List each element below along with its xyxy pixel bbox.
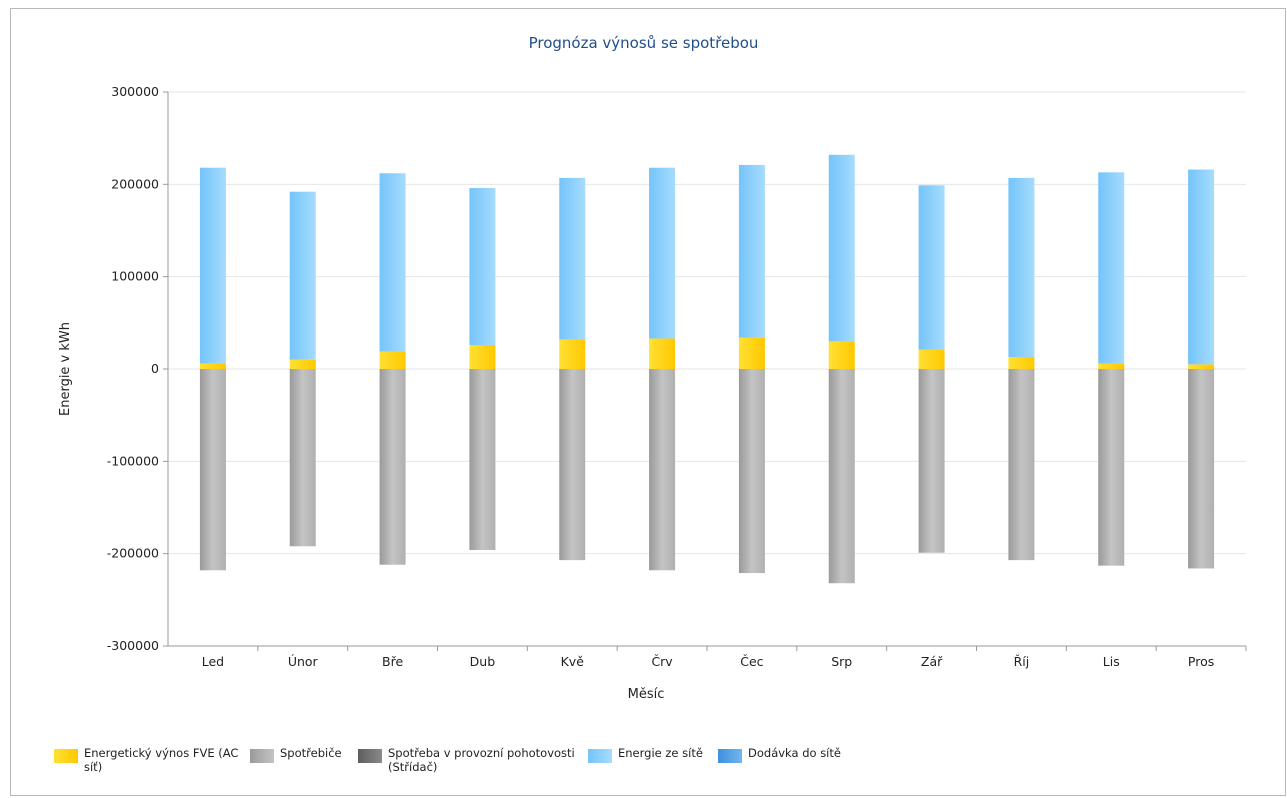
bar-segment[interactable] <box>918 369 945 553</box>
y-tick-label: 0 <box>151 361 159 376</box>
legend-label: Energie ze sítě <box>618 746 703 760</box>
y-tick-label: -200000 <box>107 546 159 561</box>
legend-item-pv-yield[interactable]: Energetický výnos FVE (AC síť) <box>54 746 239 774</box>
x-tick-label: Kvě <box>561 654 585 669</box>
y-tick-label: -100000 <box>107 453 159 468</box>
bar-segment[interactable] <box>199 167 226 364</box>
y-tick-label: 100000 <box>111 269 159 284</box>
bar-segment[interactable] <box>469 369 496 550</box>
bar-segment[interactable] <box>828 369 855 584</box>
x-tick-labels: Led Únor Bře Dub Kvě Črv Čec Srp Zář Říj Lis Pros <box>202 646 1247 669</box>
bar-segment[interactable] <box>1188 364 1215 369</box>
bar-segment[interactable] <box>1098 369 1125 566</box>
bar-segment[interactable] <box>1098 363 1125 369</box>
legend-label: Spotřebiče <box>280 746 342 760</box>
x-tick-label: Dub <box>470 654 496 669</box>
x-tick-label: Zář <box>921 654 943 669</box>
chart-title: Prognóza výnosů se spotřebou <box>528 34 759 52</box>
legend-swatch <box>250 749 274 763</box>
bar-segment[interactable] <box>649 338 676 369</box>
bar-segment[interactable] <box>1188 169 1215 365</box>
x-tick-label: Lis <box>1103 654 1120 669</box>
bar-segment[interactable] <box>469 188 496 345</box>
bar-segment[interactable] <box>289 191 316 360</box>
bar-segment[interactable] <box>289 369 316 547</box>
y-tick-labels: 300000 200000 100000 0 -100000 -200000 -300000 <box>107 84 168 653</box>
x-tick-label: Črv <box>651 654 673 669</box>
bar-segment[interactable] <box>738 164 765 338</box>
legend-swatch <box>588 749 612 763</box>
bar-segment[interactable] <box>199 363 226 369</box>
x-tick-label: Srp <box>831 654 852 669</box>
x-tick-label: Led <box>202 654 224 669</box>
grid-lines <box>168 91 1246 647</box>
bar-segment[interactable] <box>559 369 586 561</box>
bar-segment[interactable] <box>559 339 586 369</box>
y-axis-label: Energie v kWh <box>58 322 73 416</box>
bar-segment[interactable] <box>649 167 676 339</box>
bar-segment[interactable] <box>738 369 765 574</box>
bar-segment[interactable] <box>1008 369 1035 561</box>
legend-item-standby[interactable]: Spotřeba v provozní pohotovosti (Střídač… <box>358 746 586 774</box>
bar-segment[interactable] <box>918 349 945 369</box>
bar-segment[interactable] <box>828 154 855 342</box>
x-tick-label: Říj <box>1014 654 1030 669</box>
bar-segment[interactable] <box>289 359 316 369</box>
y-tick-label: -300000 <box>107 638 159 653</box>
bar-segment[interactable] <box>828 341 855 369</box>
bar-segment[interactable] <box>649 369 676 571</box>
bar-segment[interactable] <box>469 344 496 369</box>
bar-series <box>199 154 1215 584</box>
x-tick-label: Pros <box>1188 654 1214 669</box>
bar-segment[interactable] <box>199 369 226 571</box>
bar-segment[interactable] <box>1008 356 1035 369</box>
legend-item-appliances[interactable]: Spotřebiče <box>250 746 350 763</box>
legend-label: Energetický výnos FVE (AC síť) <box>84 746 239 774</box>
bar-segment[interactable] <box>379 369 406 565</box>
bar-segment[interactable] <box>1098 172 1125 364</box>
legend-label: Dodávka do sítě <box>748 746 841 760</box>
legend-label: Spotřeba v provozní pohotovosti (Střídač… <box>388 746 575 774</box>
bar-segment[interactable] <box>918 185 945 350</box>
y-tick-label: 300000 <box>111 84 159 99</box>
legend-item-grid-energy[interactable]: Energie ze sítě <box>588 746 728 763</box>
bar-segment[interactable] <box>1008 177 1035 357</box>
legend-swatch <box>54 749 78 763</box>
x-tick-label: Únor <box>288 654 319 669</box>
x-axis-label: Měsíc <box>628 687 665 702</box>
legend-item-grid-feed[interactable]: Dodávka do sítě <box>718 746 858 763</box>
bar-segment[interactable] <box>559 177 586 340</box>
bar-segment[interactable] <box>379 173 406 352</box>
legend-swatch <box>718 749 742 763</box>
bar-segment[interactable] <box>738 337 765 369</box>
bar-segment[interactable] <box>379 351 406 369</box>
bar-segment[interactable] <box>1188 369 1215 569</box>
x-tick-label: Čec <box>740 654 763 669</box>
x-tick-label: Bře <box>382 654 403 669</box>
legend-swatch <box>358 749 382 763</box>
y-tick-label: 200000 <box>111 176 159 191</box>
